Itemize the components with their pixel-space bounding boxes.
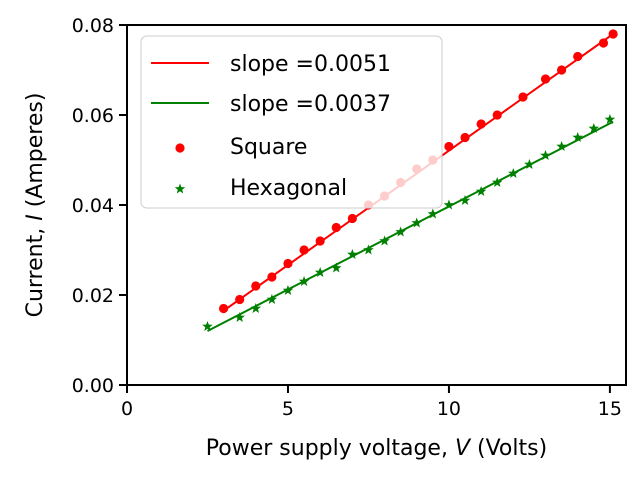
ticks: 0 5 10 15 0.00 0.02 0.04 0.06 0.08 xyxy=(72,15,622,420)
data-point-hexagonal xyxy=(588,123,600,133)
legend-label: Hexagonal xyxy=(230,176,347,201)
y-tick-label: 0.02 xyxy=(72,285,114,307)
x-tick-label: 5 xyxy=(282,398,294,420)
data-point-hexagonal xyxy=(556,141,567,151)
data-point-hexagonal xyxy=(475,186,487,196)
data-point-square xyxy=(218,303,229,314)
x-tick-label: 10 xyxy=(437,398,461,420)
y-axis-label-variable: I xyxy=(23,214,48,221)
data-point-hexagonal xyxy=(266,294,278,304)
data-point-hexagonal xyxy=(459,195,471,205)
data-point-hexagonal xyxy=(540,150,551,160)
legend-label: slope =0.0051 xyxy=(230,52,391,77)
data-point-hexagonal xyxy=(604,114,616,124)
data-point-hexagonal xyxy=(331,262,342,273)
y-axis-label-prefix: Current, xyxy=(23,221,48,318)
x-axis-label-prefix: Power supply voltage, xyxy=(206,436,455,461)
fit-line-2 xyxy=(207,120,614,332)
data-point-hexagonal xyxy=(363,244,374,255)
x-tick-label: 0 xyxy=(121,398,133,420)
x-axis-label-variable: V xyxy=(455,436,472,461)
legend-circle-marker xyxy=(175,143,185,153)
data-point-hexagonal xyxy=(347,249,358,259)
legend-label: slope =0.0037 xyxy=(230,92,391,117)
x-tick-label: 15 xyxy=(598,398,622,420)
data-point-hexagonal xyxy=(202,321,213,331)
data-point-hexagonal xyxy=(572,132,583,142)
y-tick-label: 0.08 xyxy=(72,15,114,37)
y-tick-label: 0.00 xyxy=(72,375,114,397)
y-axis-label: Current, I (Amperes) xyxy=(23,93,48,318)
x-axis-label: Power supply voltage, V (Volts) xyxy=(206,436,547,461)
data-point-hexagonal xyxy=(234,312,245,322)
data-point-hexagonal xyxy=(443,199,455,210)
data-point-hexagonal xyxy=(250,303,262,313)
y-tick-label: 0.04 xyxy=(72,195,114,217)
data-point-square xyxy=(573,51,583,62)
legend-box xyxy=(140,35,443,209)
legend: slope =0.0051 slope =0.0037 Square Hexagona… xyxy=(140,35,443,209)
legend-label: Square xyxy=(230,135,307,160)
y-axis-label-suffix: (Amperes) xyxy=(23,93,48,215)
data-point-square xyxy=(598,38,609,48)
x-axis-label-suffix: (Volts) xyxy=(470,436,547,461)
data-point-hexagonal xyxy=(427,208,439,219)
y-tick-label: 0.06 xyxy=(72,105,114,127)
legend-star-marker xyxy=(174,183,186,194)
